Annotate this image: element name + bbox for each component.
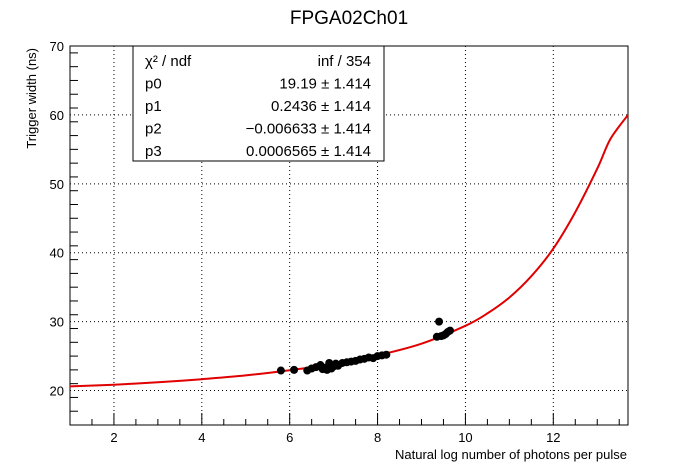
- y-tick-label-3: 50: [50, 177, 64, 192]
- stats-box-border: [132, 45, 385, 162]
- x-tick-label-1: 4: [198, 430, 205, 445]
- stats-row-label-0: χ² / ndf: [145, 53, 192, 70]
- x-tick-label-0: 2: [110, 430, 117, 445]
- y-tick-label-4: 60: [50, 108, 64, 123]
- stats-rows: χ² / ndf inf / 354 p0 19.19 ± 1.414 p1 0.2436…: [145, 53, 371, 160]
- stats-row-label-2: p1: [145, 98, 162, 115]
- stats-row-value-1: 19.19 ± 1.414: [279, 76, 371, 93]
- x-tick-label-2: 6: [286, 430, 293, 445]
- x-tick-label-3: 8: [374, 430, 381, 445]
- x-tick-label-4: 10: [458, 430, 472, 445]
- x-tick-label-5: 12: [546, 430, 560, 445]
- y-axis-label: Trigger width (ns): [24, 48, 39, 149]
- stats-row-value-4: 0.0006565 ± 1.414: [246, 143, 371, 160]
- data-point-26: [435, 317, 444, 326]
- data-points-layer: [276, 317, 455, 375]
- tick-labels: 2 4 6 8 10 12 20 30 40 50 60 70: [50, 39, 561, 445]
- data-point-31: [446, 326, 455, 335]
- y-tick-label-0: 20: [50, 384, 64, 399]
- stats-row-label-4: p3: [145, 143, 162, 160]
- chart-title: FPGA02Ch01: [290, 8, 408, 29]
- y-tick-label-5: 70: [50, 39, 64, 54]
- stats-row-label-3: p2: [145, 121, 162, 138]
- y-tick-label-2: 40: [50, 246, 64, 261]
- stats-row-value-2: 0.2436 ± 1.414: [271, 98, 371, 115]
- fit-stats-box: χ² / ndf inf / 354 p0 19.19 ± 1.414 p1 0.2436…: [132, 45, 385, 162]
- stats-row-value-3: −0.006633 ± 1.414: [246, 121, 371, 138]
- data-point-0: [276, 366, 285, 375]
- x-axis-label: Natural log number of photons per pulse: [395, 447, 627, 462]
- stats-row-label-1: p0: [145, 76, 162, 93]
- data-point-1: [290, 365, 299, 374]
- data-point-24: [382, 350, 391, 359]
- stats-row-value-0: inf / 354: [318, 53, 371, 70]
- y-tick-label-1: 30: [50, 315, 64, 330]
- axis-ticks: [69, 52, 620, 426]
